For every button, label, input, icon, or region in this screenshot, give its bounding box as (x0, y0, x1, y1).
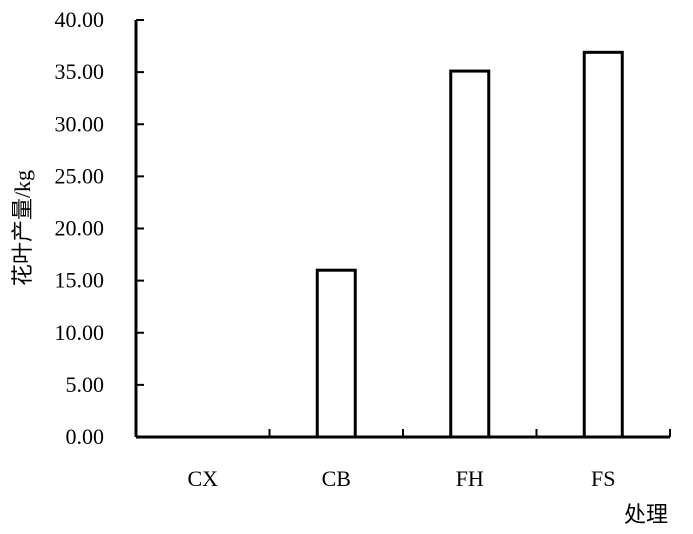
y-tick-label: 20.00 (55, 216, 105, 241)
bars (315, 50, 624, 439)
y-tick-label: 10.00 (55, 320, 105, 345)
x-tick-label: FS (591, 466, 615, 491)
y-axis-title: 花叶产量/kg (10, 170, 35, 286)
bar-cb (315, 268, 357, 439)
x-axis: CX CB FH FS (136, 429, 671, 491)
x-tick-label: CB (322, 466, 351, 491)
y-tick-label: 35.00 (55, 59, 105, 84)
bar-fs (582, 50, 624, 439)
y-tick-label: 30.00 (55, 111, 105, 136)
y-tick-label: 5.00 (66, 372, 105, 397)
bar-fh (449, 69, 491, 439)
x-tick-label: FH (456, 466, 484, 491)
y-tick-label: 40.00 (55, 7, 105, 32)
y-tick-label: 15.00 (55, 268, 105, 293)
x-axis-title: 处理 (624, 502, 668, 527)
y-tick-label: 25.00 (55, 163, 105, 188)
y-axis: 0.00 5.00 10.00 15.00 20.00 25.00 30.00 35.00 40… (55, 7, 144, 449)
x-tick-label: CX (187, 466, 218, 491)
y-tick-label: 0.00 (66, 424, 105, 449)
